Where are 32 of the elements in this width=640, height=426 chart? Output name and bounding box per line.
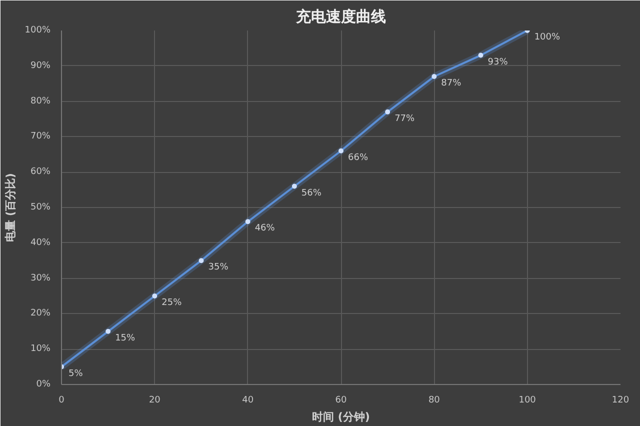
- y-tick-label: 10%: [30, 344, 51, 354]
- x-axis-title: 时间 (分钟): [312, 410, 370, 424]
- data-label: 15%: [115, 333, 136, 344]
- data-label: 35%: [208, 262, 229, 273]
- y-tick-label: 90%: [30, 60, 51, 71]
- chart-title: 充电速度曲线: [295, 8, 386, 26]
- data-label: 66%: [348, 152, 368, 163]
- x-tick-label: 40: [242, 396, 254, 406]
- x-tick-label: 60: [335, 396, 347, 406]
- y-tick-label: 40%: [30, 238, 51, 248]
- y-tick-label: 60%: [30, 167, 51, 178]
- data-label: 56%: [301, 188, 322, 198]
- data-label: 25%: [162, 298, 182, 308]
- data-label: 77%: [394, 114, 416, 124]
- x-tick-label: 0: [58, 396, 65, 406]
- x-tick-label: 100: [518, 396, 536, 406]
- x-tick-label: 80: [428, 396, 440, 406]
- y-tick-label: 70%: [30, 132, 51, 142]
- x-tick-label: 20: [148, 396, 161, 406]
- data-label: 5%: [68, 368, 84, 379]
- data-label: 100%: [534, 32, 561, 42]
- y-axis-title: 电量 (百分比): [4, 173, 17, 242]
- data-label: 87%: [441, 78, 462, 89]
- x-tick-label: 120: [612, 396, 630, 406]
- y-tick-label: 80%: [30, 96, 51, 106]
- data-label: 93%: [488, 57, 508, 68]
- y-tick-label: 20%: [30, 308, 51, 319]
- y-tick-label: 0%: [36, 380, 51, 390]
- y-tick-label: 50%: [30, 202, 51, 212]
- data-label: 46%: [254, 224, 276, 234]
- y-tick-label: 30%: [30, 273, 51, 284]
- y-tick-label: 100%: [24, 26, 51, 36]
